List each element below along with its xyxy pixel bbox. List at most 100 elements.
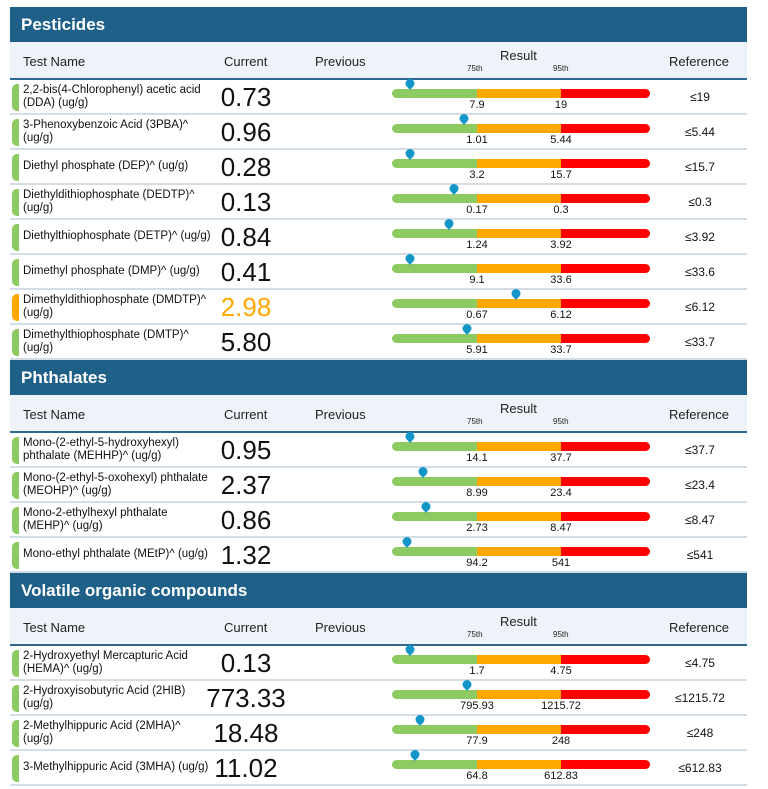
result-marker-icon — [462, 324, 471, 334]
current-value: 0.84 — [220, 222, 272, 252]
result-bar — [392, 159, 650, 168]
table-row[interactable]: 2-Methylhippuric Acid (2MHA)^ (ug/g) 18.… — [10, 716, 747, 751]
col-75th: 75th — [467, 630, 483, 639]
result-marker-icon — [406, 149, 415, 159]
test-name: 2,2-bis(4-Chlorophenyl) acetic acid (DDA… — [23, 83, 201, 109]
current-value: 5.80 — [220, 327, 272, 357]
table-row[interactable]: Diethylthiophosphate (DETP)^ (ug/g) 0.84… — [10, 220, 747, 255]
col-current: Current — [224, 407, 268, 422]
result-marker-icon — [421, 502, 430, 512]
p95-value: 5.44 — [550, 134, 572, 146]
test-name: Diethyl phosphate (DEP)^ (ug/g) — [23, 160, 189, 172]
result-marker-icon — [406, 254, 415, 264]
p75-value: 7.9 — [469, 99, 485, 111]
table-row[interactable]: Mono-(2-ethyl-5-oxohexyl) phthalate (MEO… — [10, 468, 747, 503]
result-bar — [392, 264, 650, 273]
current-value: 0.28 — [220, 152, 272, 182]
status-indicator — [12, 189, 19, 216]
result-bar — [392, 299, 650, 308]
p75-value: 0.67 — [466, 309, 488, 321]
p95-value: 37.7 — [550, 452, 572, 464]
test-name: 2-Methylhippuric Acid (2MHA)^ (ug/g) — [23, 719, 181, 745]
col-test-name: Test Name — [23, 620, 86, 635]
result-marker-icon — [460, 114, 469, 124]
status-indicator — [12, 720, 19, 747]
table-row[interactable]: 3-Methylhippuric Acid (3MHA) (ug/g) 11.0… — [10, 751, 747, 786]
col-current: Current — [224, 620, 268, 635]
p95-value: 248 — [551, 735, 571, 747]
current-value: 0.96 — [220, 117, 272, 147]
current-value: 0.73 — [220, 82, 272, 112]
status-indicator — [12, 507, 19, 534]
result-bar — [392, 690, 650, 699]
table-row[interactable]: Diethyldithiophosphate (DEDTP)^ (ug/g) 0… — [10, 185, 747, 220]
reference-value: ≤8.47 — [685, 513, 715, 527]
test-name: 2-Hydroxyethyl Mercapturic Acid (HEMA)^ … — [23, 649, 188, 675]
result-marker-icon — [418, 467, 427, 477]
reference-value: ≤15.7 — [685, 160, 715, 174]
p75-value: 2.73 — [466, 522, 488, 534]
result-marker-icon — [511, 289, 520, 299]
reference-value: ≤0.3 — [688, 195, 712, 209]
table-row[interactable]: Mono-2-ethylhexyl phthalate (MEHP)^ (ug/… — [10, 503, 747, 538]
reference-value: ≤6.12 — [685, 300, 715, 314]
p95-value: 23.4 — [550, 487, 572, 499]
status-indicator — [12, 294, 19, 321]
status-indicator — [12, 437, 19, 464]
test-name: Mono-(2-ethyl-5-oxohexyl) phthalate (MEO… — [23, 471, 208, 497]
table-row[interactable]: Dimethylthiophosphate (DMTP)^ (ug/g) 5.8… — [10, 325, 747, 360]
col-result: Result — [500, 48, 537, 63]
table-row[interactable]: Diethyl phosphate (DEP)^ (ug/g) 0.28 3.2… — [10, 150, 747, 185]
status-indicator — [12, 472, 19, 499]
p75-value: 14.1 — [466, 452, 488, 464]
reference-value: ≤33.6 — [685, 265, 715, 279]
result-bar — [392, 334, 650, 343]
table-row[interactable]: Mono-(2-ethyl-5-hydroxyhexyl) phthalate … — [10, 433, 747, 468]
reference-value: ≤612.83 — [678, 761, 722, 775]
col-result: Result — [500, 614, 537, 629]
reference-value: ≤23.4 — [685, 478, 715, 492]
current-value: 773.33 — [206, 683, 286, 713]
result-bar — [392, 194, 650, 203]
test-name: 3-Phenoxybenzoic Acid (3PBA)^ (ug/g) — [23, 118, 189, 144]
p75-value: 77.9 — [466, 735, 488, 747]
table-row[interactable]: Mono-ethyl phthalate (MEtP)^ (ug/g) 1.32… — [10, 538, 747, 573]
table-row[interactable]: 2,2-bis(4-Chlorophenyl) acetic acid (DDA… — [10, 80, 747, 115]
reference-value: ≤5.44 — [685, 125, 715, 139]
result-bar — [392, 655, 650, 664]
result-bar — [392, 89, 650, 98]
result-marker-icon — [449, 184, 458, 194]
p75-value: 9.1 — [469, 274, 485, 286]
test-name: 2-Hydroxyisobutyric Acid (2HIB) (ug/g) — [23, 684, 186, 710]
result-marker-icon — [406, 432, 415, 442]
status-indicator — [12, 685, 19, 712]
table-row[interactable]: 2-Hydroxyisobutyric Acid (2HIB) (ug/g) 7… — [10, 681, 747, 716]
test-name: Diethyldithiophosphate (DEDTP)^ (ug/g) — [23, 188, 195, 214]
current-value: 2.98 — [220, 292, 272, 322]
table-row[interactable]: 2-Hydroxyethyl Mercapturic Acid (HEMA)^ … — [10, 646, 747, 681]
section-header: Pesticides — [10, 7, 747, 42]
status-indicator — [12, 755, 19, 782]
reference-value: ≤4.75 — [685, 656, 715, 670]
p95-value: 3.92 — [550, 239, 572, 251]
result-bar — [392, 760, 650, 769]
col-reference: Reference — [669, 620, 729, 635]
p95-value: 19 — [554, 99, 568, 111]
column-header-row: Test Name Current Previous Result 75th 9… — [10, 42, 747, 80]
reference-value: ≤541 — [686, 548, 714, 562]
result-bar — [392, 124, 650, 133]
col-previous: Previous — [315, 407, 366, 422]
col-test-name: Test Name — [23, 54, 86, 69]
col-test-name: Test Name — [23, 407, 86, 422]
current-value: 0.41 — [220, 257, 272, 287]
table-row[interactable]: Dimethyl phosphate (DMP)^ (ug/g) 0.41 9.… — [10, 255, 747, 290]
test-name: Dimethylthiophosphate (DMTP)^ (ug/g) — [23, 328, 189, 354]
test-name: Dimethyl phosphate (DMP)^ (ug/g) — [23, 265, 200, 277]
table-row[interactable]: Dimethyldithiophosphate (DMDTP)^ (ug/g) … — [10, 290, 747, 325]
current-value: 1.32 — [220, 540, 272, 570]
table-row[interactable]: 3-Phenoxybenzoic Acid (3PBA)^ (ug/g) 0.9… — [10, 115, 747, 150]
result-marker-icon — [403, 537, 412, 547]
reference-value: ≤19 — [690, 90, 710, 104]
column-header-row: Test Name Current Previous Result 75th 9… — [10, 608, 747, 646]
p75-value: 795.93 — [460, 700, 494, 712]
